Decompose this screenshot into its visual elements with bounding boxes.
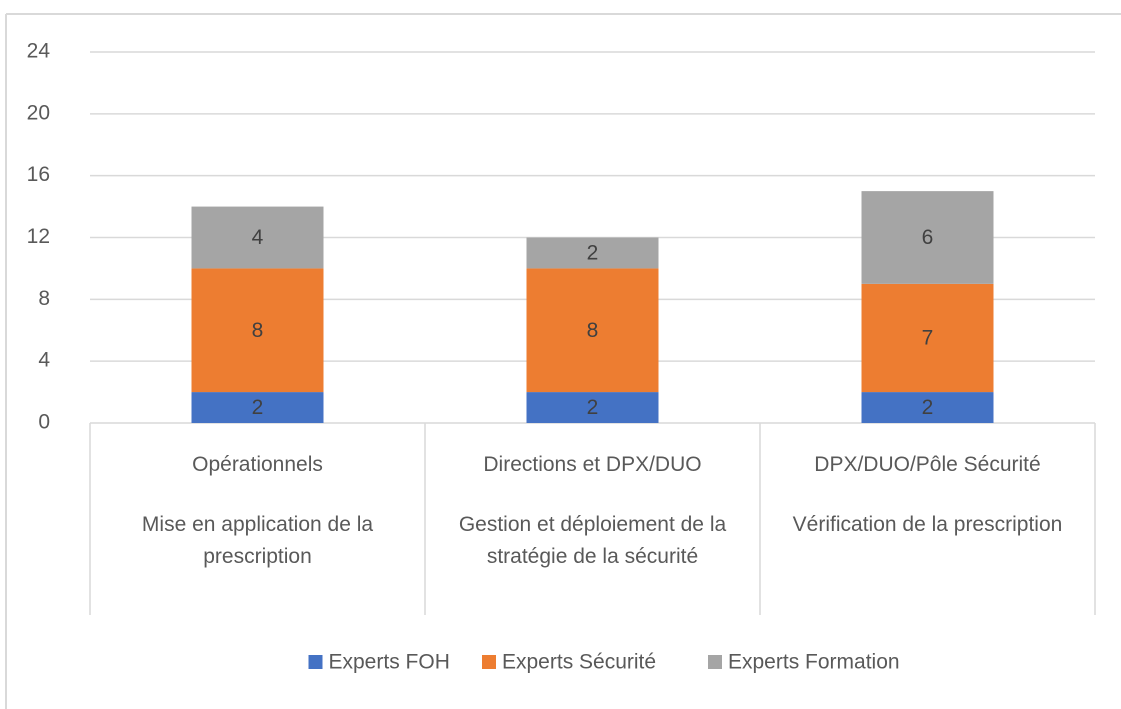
category-label: DPX/DUO/Pôle Sécurité [814,453,1041,476]
y-tick-label: 20 [27,101,50,124]
bar-segment [861,283,994,393]
legend-swatch [482,655,496,669]
data-label: 8 [252,319,264,342]
legend-label: Experts Formation [728,651,900,674]
legend-label: Experts FOH [329,651,450,674]
y-tick-label: 24 [27,40,51,63]
category-label: Opérationnels [192,453,323,476]
legend-swatch [708,655,722,669]
category-description: Gestion et déploiement de la stratégie d… [458,513,727,568]
data-label: 6 [922,226,934,249]
data-label: 7 [922,327,934,350]
bar-segment [191,206,324,269]
category-description: Vérification de la prescription [792,513,1063,536]
bar-segment [191,392,324,423]
y-tick-label: 12 [27,225,50,248]
bar-segment [861,191,994,284]
bar-segment [526,392,659,423]
bar-segment [526,237,659,269]
data-label: 8 [587,319,599,342]
data-label: 2 [587,242,599,265]
bar-segment [191,268,324,393]
bar-segment [861,392,994,423]
y-tick-label: 8 [38,287,50,310]
data-label: 4 [252,226,264,249]
category-description: Mise en application de la prescription [141,513,374,568]
data-label: 2 [587,396,599,419]
legend-label: Experts Sécurité [502,651,656,674]
y-tick-label: 16 [27,163,50,186]
bar-segment [526,268,659,393]
data-label: 2 [922,396,934,419]
y-tick-label: 0 [38,411,50,434]
data-label: 2 [252,396,264,419]
category-label: Directions et DPX/DUO [483,453,702,476]
legend-swatch [308,655,323,669]
y-tick-label: 4 [38,349,50,372]
